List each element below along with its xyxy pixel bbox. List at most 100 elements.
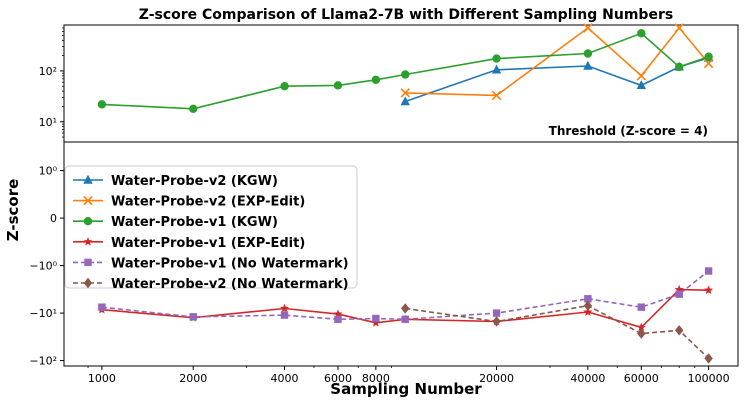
legend-marker [83, 277, 93, 289]
series-1-point [583, 23, 593, 33]
series-1-point [400, 88, 411, 98]
marker-circle [189, 104, 198, 113]
series-4-point [704, 267, 713, 275]
series-4-point [584, 295, 592, 303]
legend-marker [83, 237, 93, 246]
marker-circle [97, 100, 107, 109]
marker-square [584, 295, 592, 303]
marker-triangle [83, 174, 93, 184]
legend: Water-Probe-v2 (KGW) Water-Probe-v2 (EXP-… [64, 165, 358, 292]
series-0-point [491, 64, 502, 74]
series-4-point [189, 313, 197, 321]
y-axis-label: Z-score [4, 179, 22, 242]
threshold-label: Threshold (Z-score = 4) [549, 124, 708, 138]
series-0-point [636, 80, 647, 90]
lower-panel-frame [63, 141, 739, 367]
series-0-point [583, 60, 593, 70]
series-4-point [372, 314, 380, 323]
series-3-point [583, 307, 593, 316]
marker-triangle [636, 80, 647, 90]
marker-circle [583, 49, 593, 58]
marker-square [401, 315, 409, 323]
series-5-line [405, 304, 710, 359]
marker-x [703, 58, 714, 69]
marker-x [400, 88, 411, 98]
marker-circle [675, 62, 684, 72]
series-0-point [400, 96, 410, 106]
x-axis-label: Sampling Number [330, 380, 482, 398]
marker-square [189, 313, 197, 321]
legend-box [64, 165, 358, 289]
series-2-point [401, 70, 410, 79]
legend-label: Water-Probe-v1 (KGW) [111, 215, 278, 230]
legend-label: Water-Probe-v2 (EXP-Edit) [111, 195, 305, 210]
marker-circle [280, 82, 289, 91]
legend-label: Water-Probe-v2 (No Watermark) [111, 277, 349, 292]
series-3-point [704, 285, 714, 295]
series-2-point [583, 49, 593, 58]
x-tick-label: 6000 [324, 372, 352, 385]
legend-marker [84, 258, 92, 267]
marker-x [636, 71, 647, 81]
series-1-line [405, 26, 710, 97]
marker-square [372, 314, 380, 323]
marker-square [280, 311, 289, 319]
marker-diamond [704, 353, 713, 364]
marker-diamond [83, 277, 93, 289]
legend-marker [83, 174, 93, 184]
marker-square [704, 267, 713, 275]
series-1-point [491, 90, 502, 101]
series-5-point [583, 300, 593, 311]
series-3-point [371, 318, 381, 327]
x-tick-label: 40000 [570, 372, 605, 385]
series-4-point [280, 311, 289, 319]
marker-diamond [492, 316, 501, 327]
lower-y-tick-label: 0 [50, 212, 57, 225]
legend-label: Water-Probe-v1 (EXP-Edit) [111, 236, 305, 251]
x-tick-label: 4000 [271, 372, 299, 385]
series-4-point [98, 303, 106, 311]
legend-marker [83, 217, 93, 226]
series-4-point [401, 315, 409, 323]
marker-square [637, 303, 646, 311]
marker-square [675, 290, 683, 298]
legend-label: Water-Probe-v2 (KGW) [111, 174, 278, 189]
marker-triangle [400, 96, 410, 106]
marker-circle [333, 81, 343, 90]
series-2-point [704, 52, 713, 61]
marker-star [280, 303, 290, 313]
series-5-point [492, 316, 501, 327]
marker-triangle [491, 64, 502, 74]
lower-y-tick-label: 10⁰ [39, 165, 58, 178]
marker-square [98, 303, 106, 311]
x-tick-label: 8000 [362, 372, 390, 385]
legend-marker [83, 195, 93, 206]
marker-circle [83, 217, 93, 226]
marker-diamond [583, 300, 593, 311]
marker-star [583, 307, 593, 316]
series-0-line [405, 57, 709, 103]
plot-layer: 1000 2000 4000 6000 8000 20000 40000 60000 10000… [29, 23, 739, 385]
series-2-point [333, 81, 343, 90]
series-3-point [636, 322, 646, 332]
series-5-point [637, 328, 646, 339]
series-2-point [492, 54, 501, 63]
series-2-point [189, 104, 198, 113]
series-2-point [280, 82, 289, 91]
series-4-point [334, 315, 342, 323]
series-1-point [703, 58, 714, 69]
marker-circle [401, 70, 410, 79]
series-1-point [636, 71, 647, 81]
marker-diamond [401, 303, 410, 314]
series-5-point [704, 353, 713, 364]
x-tick-label: 1000 [88, 372, 116, 385]
x-tick-label: 20000 [479, 372, 514, 385]
marker-x [491, 90, 502, 101]
series-4-point [675, 290, 683, 298]
marker-circle [371, 75, 381, 84]
marker-square [334, 315, 342, 323]
marker-x [674, 23, 684, 33]
legend-label: Water-Probe-v1 (No Watermark) [111, 256, 349, 271]
